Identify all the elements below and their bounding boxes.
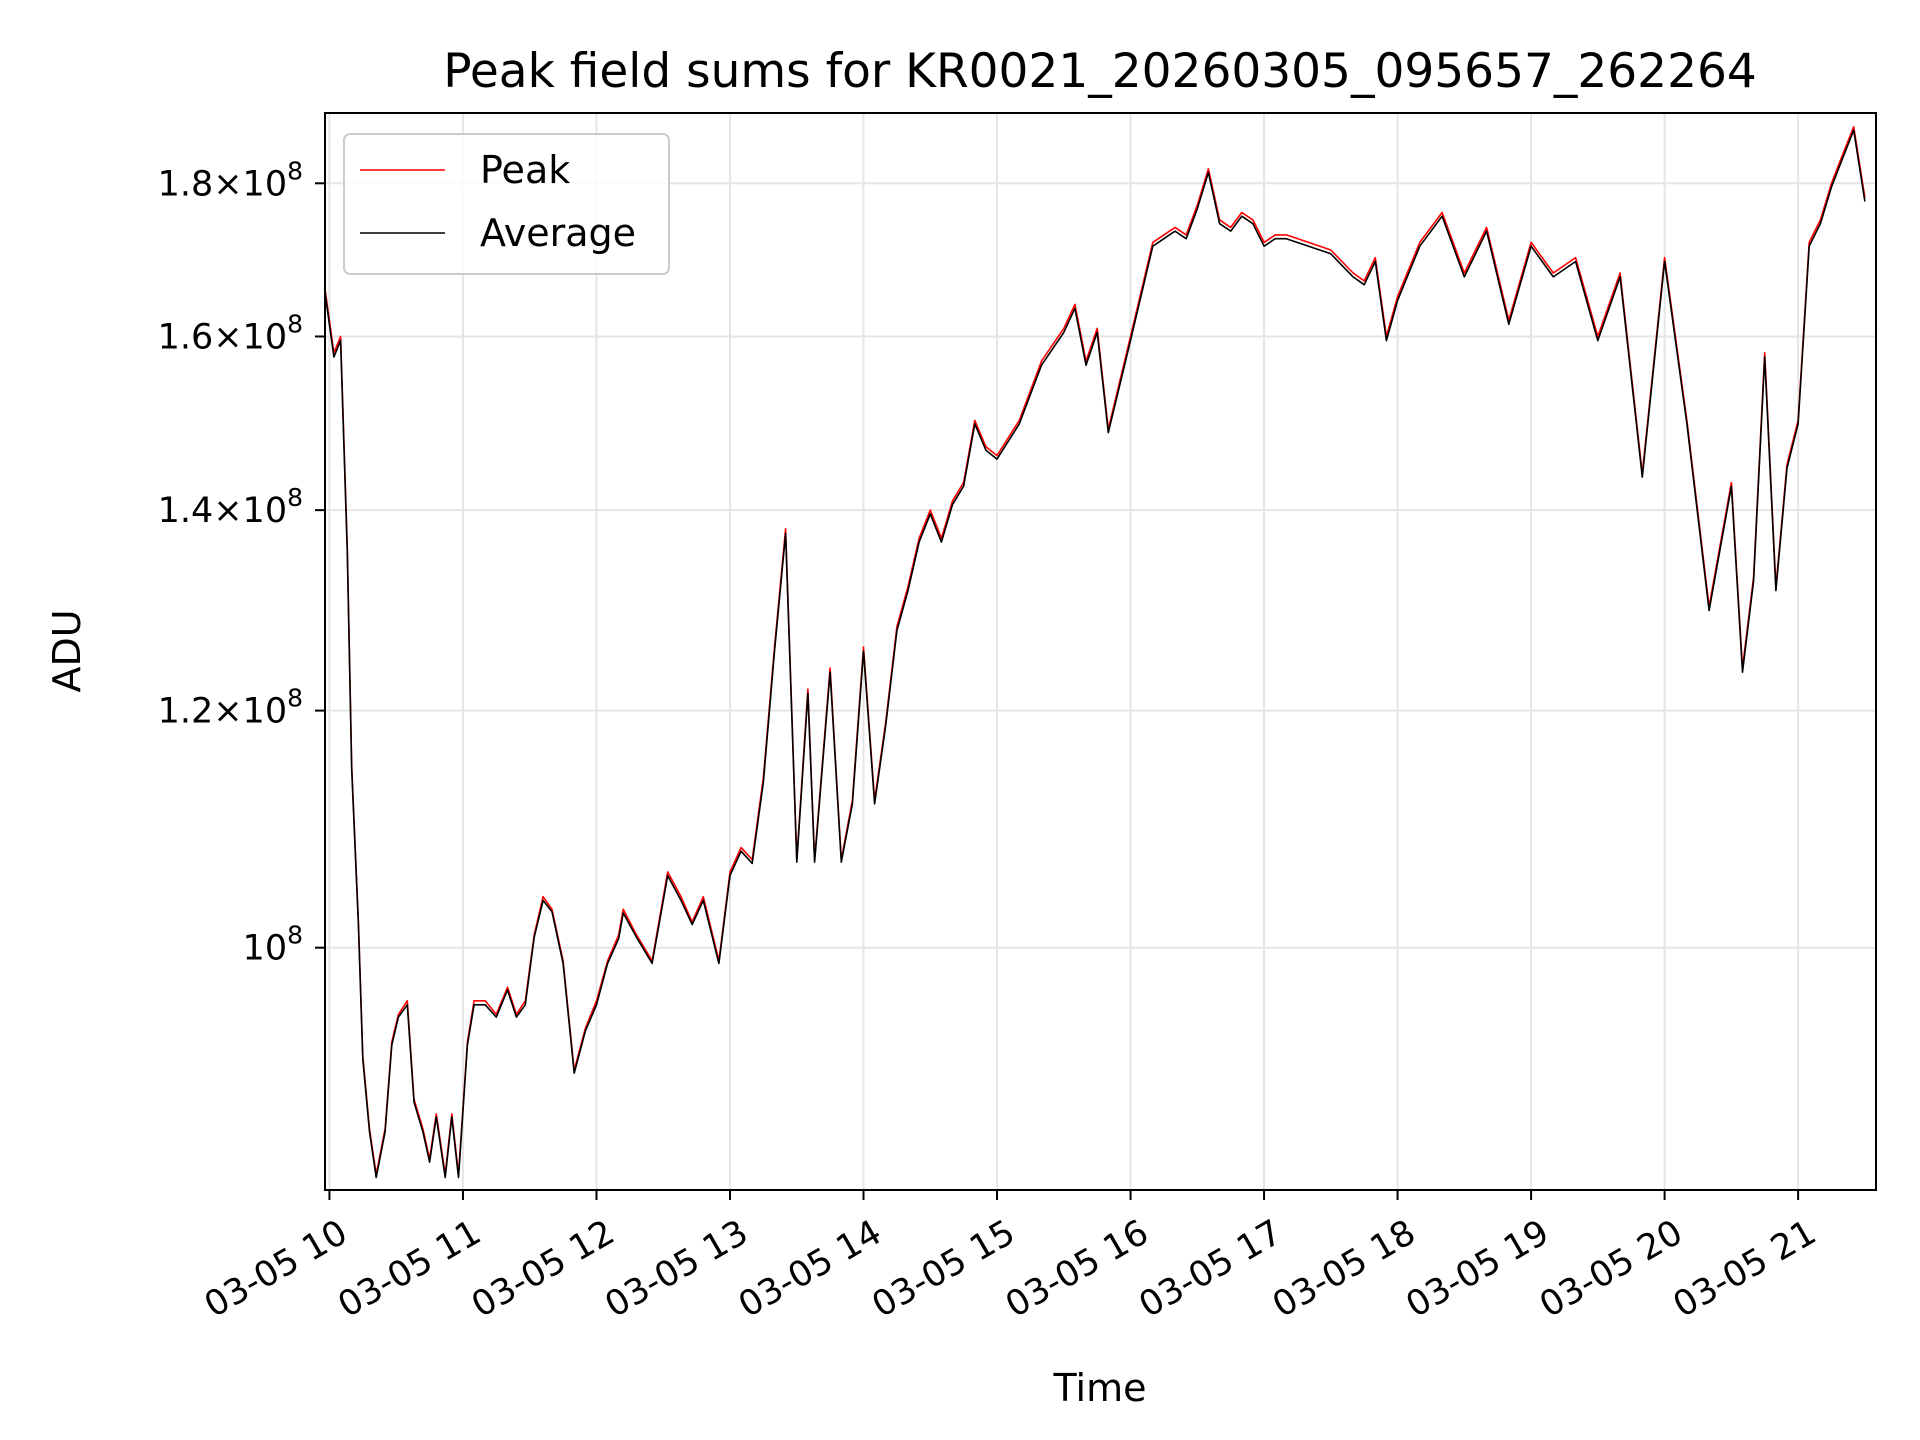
y-tick-base: 10 <box>243 929 288 969</box>
y-tick-base: 1.8×10 <box>158 164 288 204</box>
legend: Peak Average <box>343 133 670 275</box>
legend-label-average: Average <box>480 211 636 255</box>
plot-frame <box>324 112 1877 1191</box>
y-tick-label: 1.8×108 <box>158 156 303 204</box>
y-tick-label: 1.4×108 <box>158 483 303 531</box>
y-axis-label: ADU <box>45 609 89 692</box>
chart-title: Peak field sums for KR0021_20260305_0956… <box>443 44 1757 99</box>
y-tick-base: 1.2×10 <box>158 692 288 732</box>
y-tick-exponent: 8 <box>287 921 303 950</box>
series-line-average <box>325 129 1866 1179</box>
y-tick-exponent: 8 <box>287 156 303 185</box>
grid-lines <box>325 113 1876 1190</box>
legend-label-peak: Peak <box>480 148 570 192</box>
y-tick-label: 1.6×108 <box>158 309 303 357</box>
x-axis-label: Time <box>1053 1366 1147 1410</box>
y-tick-exponent: 8 <box>287 483 303 512</box>
y-tick-base: 1.6×10 <box>158 317 288 357</box>
series-layer <box>325 126 1866 1179</box>
y-tick-exponent: 8 <box>287 309 303 338</box>
y-tick-base: 1.4×10 <box>158 491 288 531</box>
y-tick-label: 1.2×108 <box>158 684 303 732</box>
legend-box <box>343 133 670 275</box>
y-tick-exponent: 8 <box>287 684 303 713</box>
y-tick-label: 108 <box>243 921 303 969</box>
